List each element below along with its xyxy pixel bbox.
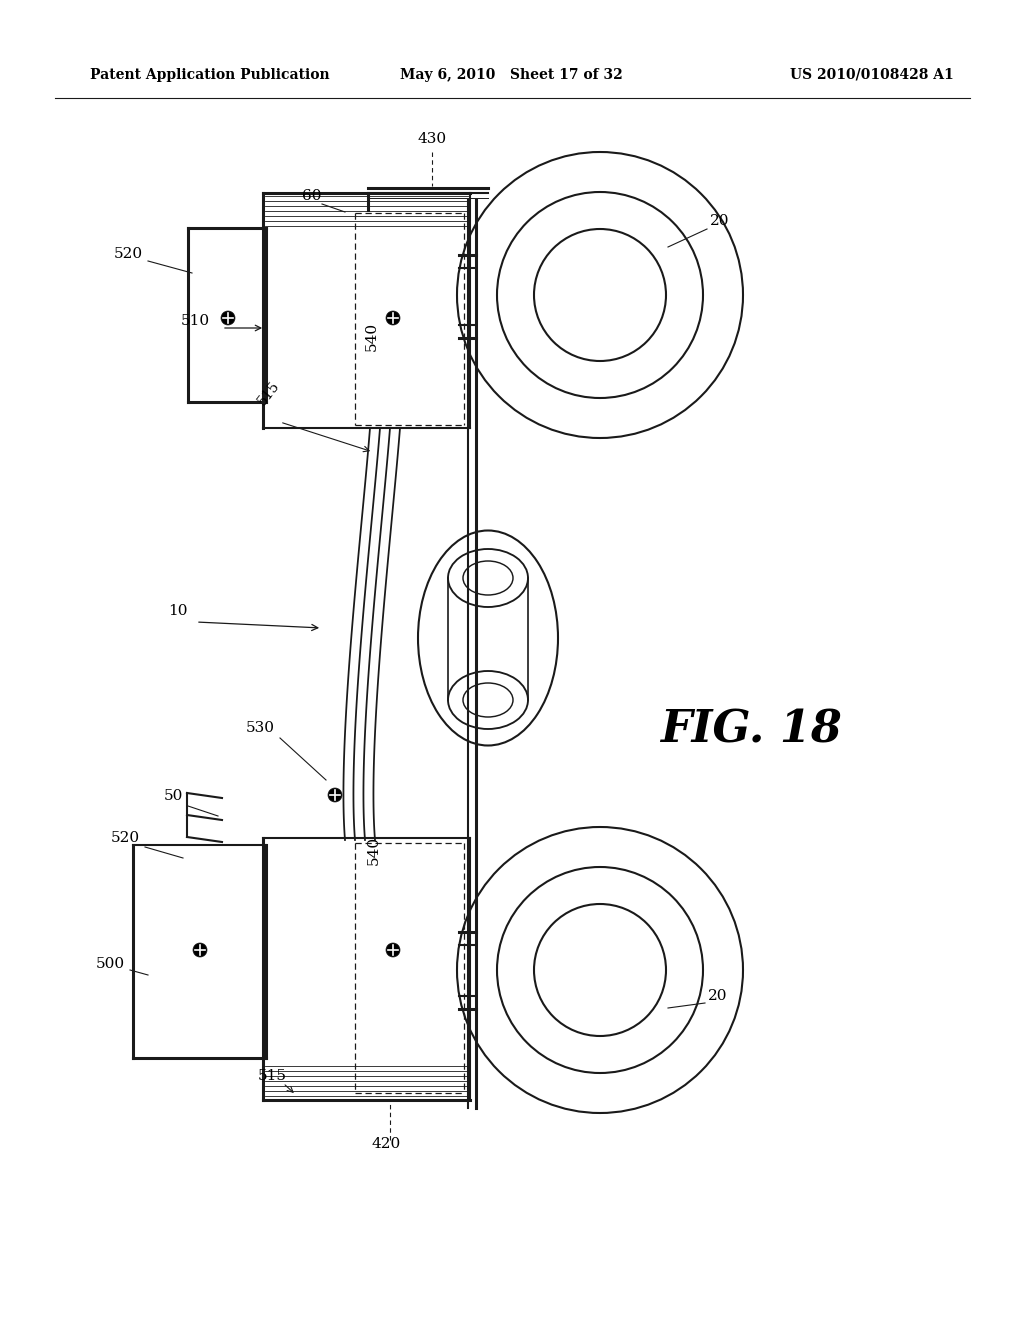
Circle shape xyxy=(328,788,342,803)
Text: 430: 430 xyxy=(418,132,446,147)
Text: 20: 20 xyxy=(710,214,729,228)
Circle shape xyxy=(386,312,400,325)
Text: 10: 10 xyxy=(168,605,187,618)
Text: Patent Application Publication: Patent Application Publication xyxy=(90,69,330,82)
Text: 540: 540 xyxy=(365,322,379,351)
Text: 420: 420 xyxy=(372,1137,400,1151)
Text: 60: 60 xyxy=(302,189,322,203)
Text: 500: 500 xyxy=(96,957,125,972)
Text: 510: 510 xyxy=(181,314,210,327)
Circle shape xyxy=(221,312,234,325)
Text: 540: 540 xyxy=(367,836,381,865)
Text: 515: 515 xyxy=(255,379,283,408)
Text: May 6, 2010   Sheet 17 of 32: May 6, 2010 Sheet 17 of 32 xyxy=(400,69,623,82)
Text: 515: 515 xyxy=(258,1069,287,1082)
Text: 50: 50 xyxy=(164,789,183,803)
Text: 520: 520 xyxy=(111,832,140,845)
Text: 20: 20 xyxy=(708,989,727,1003)
Circle shape xyxy=(386,942,400,957)
Text: US 2010/0108428 A1: US 2010/0108428 A1 xyxy=(790,69,953,82)
Text: 520: 520 xyxy=(114,247,143,261)
Circle shape xyxy=(193,942,207,957)
Text: FIG. 18: FIG. 18 xyxy=(660,709,842,751)
Text: 530: 530 xyxy=(246,721,275,735)
